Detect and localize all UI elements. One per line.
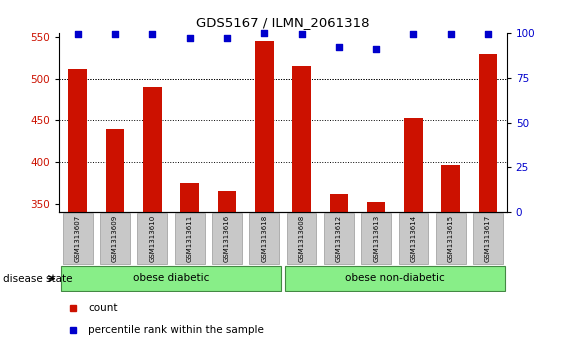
Bar xyxy=(218,191,236,212)
Point xyxy=(148,32,157,37)
FancyBboxPatch shape xyxy=(249,213,279,264)
Text: GSM1313614: GSM1313614 xyxy=(410,215,417,262)
Bar xyxy=(255,41,274,212)
Point xyxy=(260,30,269,36)
Point xyxy=(110,32,119,37)
Text: GSM1313615: GSM1313615 xyxy=(448,215,454,262)
Text: percentile rank within the sample: percentile rank within the sample xyxy=(88,325,264,335)
Text: obese diabetic: obese diabetic xyxy=(133,273,209,283)
FancyBboxPatch shape xyxy=(361,213,391,264)
Bar xyxy=(441,165,460,212)
Text: disease state: disease state xyxy=(3,274,72,284)
Point xyxy=(446,32,455,37)
FancyBboxPatch shape xyxy=(324,213,354,264)
Text: obese non-diabetic: obese non-diabetic xyxy=(345,273,445,283)
Point xyxy=(297,32,306,37)
Point xyxy=(222,35,231,41)
Text: GSM1313618: GSM1313618 xyxy=(261,215,267,262)
Point xyxy=(73,32,82,37)
Text: GSM1313617: GSM1313617 xyxy=(485,215,491,262)
Text: GSM1313610: GSM1313610 xyxy=(149,215,155,262)
Bar xyxy=(479,54,497,212)
Bar xyxy=(367,202,386,212)
Bar xyxy=(404,118,423,212)
Point xyxy=(409,32,418,37)
Bar xyxy=(180,183,199,212)
Bar xyxy=(69,69,87,212)
Text: GSM1313607: GSM1313607 xyxy=(75,215,81,262)
FancyBboxPatch shape xyxy=(137,213,167,264)
FancyBboxPatch shape xyxy=(287,213,316,264)
FancyBboxPatch shape xyxy=(473,213,503,264)
FancyBboxPatch shape xyxy=(175,213,204,264)
Point xyxy=(372,46,381,52)
Bar xyxy=(329,194,348,212)
Title: GDS5167 / ILMN_2061318: GDS5167 / ILMN_2061318 xyxy=(196,16,370,29)
FancyBboxPatch shape xyxy=(61,266,281,291)
FancyBboxPatch shape xyxy=(63,213,93,264)
Text: GSM1313608: GSM1313608 xyxy=(298,215,305,262)
FancyBboxPatch shape xyxy=(436,213,466,264)
Point xyxy=(185,35,194,41)
Text: GSM1313616: GSM1313616 xyxy=(224,215,230,262)
Point xyxy=(484,32,493,37)
FancyBboxPatch shape xyxy=(399,213,428,264)
FancyBboxPatch shape xyxy=(285,266,505,291)
Bar xyxy=(292,66,311,212)
FancyBboxPatch shape xyxy=(100,213,130,264)
Bar xyxy=(106,129,124,212)
Text: GSM1313612: GSM1313612 xyxy=(336,215,342,262)
Text: GSM1313613: GSM1313613 xyxy=(373,215,379,262)
FancyBboxPatch shape xyxy=(212,213,242,264)
Bar xyxy=(143,87,162,212)
Text: GSM1313609: GSM1313609 xyxy=(112,215,118,262)
Text: count: count xyxy=(88,303,118,313)
Text: GSM1313611: GSM1313611 xyxy=(187,215,193,262)
Point xyxy=(334,44,343,50)
